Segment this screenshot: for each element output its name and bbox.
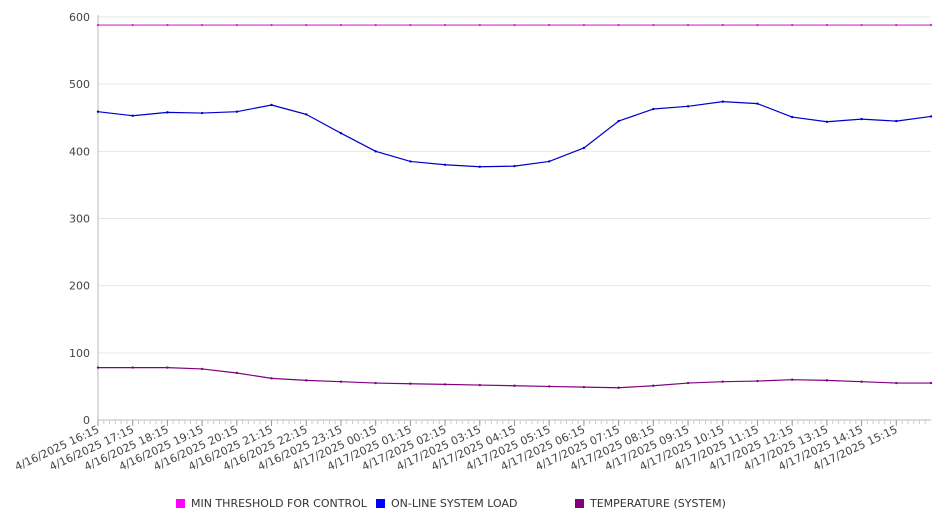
data-point bbox=[443, 163, 447, 166]
y-tick-label: 400 bbox=[69, 145, 90, 158]
data-point bbox=[96, 23, 100, 27]
x-axis-ticks: 4/16/2025 16:154/16/2025 17:154/16/2025 … bbox=[13, 420, 900, 473]
data-point bbox=[131, 23, 134, 27]
data-point bbox=[790, 378, 794, 381]
data-point bbox=[270, 377, 273, 380]
data-point bbox=[652, 23, 655, 27]
data-point bbox=[131, 366, 134, 369]
data-point bbox=[374, 150, 377, 153]
data-point bbox=[756, 102, 759, 105]
data-point bbox=[825, 120, 829, 123]
data-point bbox=[756, 23, 759, 27]
data-point bbox=[895, 119, 898, 123]
data-point bbox=[548, 385, 551, 388]
y-axis-ticks: 0 100 200 300 400 500 600 bbox=[69, 11, 90, 427]
data-point bbox=[513, 164, 516, 168]
data-point bbox=[790, 115, 794, 119]
data-point bbox=[617, 119, 620, 123]
y-tick-label: 500 bbox=[69, 78, 90, 91]
legend-swatch-system-load bbox=[376, 499, 385, 508]
data-point bbox=[339, 23, 343, 27]
data-point bbox=[166, 366, 169, 369]
data-point bbox=[582, 385, 586, 389]
data-point bbox=[443, 383, 447, 386]
legend-label-temperature: TEMPERATURE (SYSTEM) bbox=[590, 497, 726, 510]
data-point bbox=[686, 381, 690, 385]
data-point bbox=[200, 111, 204, 115]
data-point bbox=[339, 131, 343, 135]
data-point bbox=[96, 366, 100, 369]
data-point bbox=[825, 379, 829, 382]
data-point bbox=[721, 380, 724, 383]
legend-item-system-load[interactable]: ON-LINE SYSTEM LOAD bbox=[376, 497, 517, 510]
legend-swatch-temperature bbox=[575, 499, 584, 508]
data-point bbox=[200, 367, 204, 371]
data-point bbox=[895, 381, 898, 385]
data-point bbox=[721, 23, 724, 27]
legend-item-temperature[interactable]: TEMPERATURE (SYSTEM) bbox=[575, 497, 726, 510]
legend-label-min-threshold: MIN THRESHOLD FOR CONTROL bbox=[191, 497, 367, 510]
data-point bbox=[96, 110, 100, 113]
data-point bbox=[686, 105, 690, 108]
data-point bbox=[860, 23, 863, 27]
series-lines bbox=[96, 23, 933, 389]
data-point bbox=[305, 379, 308, 382]
legend: MIN THRESHOLD FOR CONTROL ON-LINE SYSTEM… bbox=[0, 497, 946, 515]
legend-item-min-threshold[interactable]: MIN THRESHOLD FOR CONTROL bbox=[176, 497, 367, 510]
data-point bbox=[131, 114, 134, 117]
data-point bbox=[374, 23, 377, 27]
data-point bbox=[582, 146, 586, 150]
data-point bbox=[513, 23, 516, 27]
data-point bbox=[860, 117, 863, 121]
data-point bbox=[929, 23, 933, 27]
data-point bbox=[235, 23, 239, 27]
data-point bbox=[617, 23, 620, 27]
grid-lines bbox=[98, 16, 931, 354]
data-point bbox=[166, 23, 169, 27]
data-point bbox=[825, 23, 829, 27]
y-tick-label: 200 bbox=[69, 280, 90, 293]
data-point bbox=[617, 386, 620, 389]
data-point bbox=[860, 380, 863, 383]
data-point bbox=[409, 160, 412, 163]
data-point bbox=[305, 113, 308, 116]
y-tick-label: 600 bbox=[69, 11, 90, 24]
data-point bbox=[478, 383, 481, 387]
data-point bbox=[166, 111, 169, 114]
data-point bbox=[443, 23, 447, 27]
data-point bbox=[582, 23, 586, 27]
data-point bbox=[686, 23, 690, 27]
data-point bbox=[305, 23, 308, 27]
y-tick-label: 100 bbox=[69, 347, 90, 360]
data-point bbox=[929, 115, 933, 118]
data-point bbox=[548, 160, 551, 163]
data-point bbox=[895, 23, 898, 27]
y-tick-label: 0 bbox=[83, 414, 90, 427]
data-point bbox=[513, 384, 516, 387]
data-point bbox=[235, 110, 239, 113]
data-point bbox=[721, 100, 724, 103]
data-point bbox=[478, 165, 481, 168]
legend-swatch-min-threshold bbox=[176, 499, 185, 508]
data-point bbox=[270, 23, 273, 27]
data-point bbox=[790, 23, 794, 27]
legend-label-system-load: ON-LINE SYSTEM LOAD bbox=[391, 497, 518, 510]
data-point bbox=[478, 23, 481, 27]
data-point bbox=[200, 23, 204, 27]
data-point bbox=[409, 382, 412, 385]
data-point bbox=[339, 380, 343, 383]
data-point bbox=[652, 107, 655, 111]
data-point bbox=[756, 379, 759, 383]
data-point bbox=[548, 23, 551, 27]
data-point bbox=[652, 384, 655, 387]
data-point bbox=[929, 381, 933, 385]
series-line-1 bbox=[97, 101, 932, 168]
axes bbox=[97, 15, 931, 424]
data-point bbox=[235, 371, 239, 375]
data-point bbox=[270, 103, 273, 107]
data-point bbox=[409, 23, 412, 27]
data-point bbox=[374, 381, 377, 385]
y-tick-label: 300 bbox=[69, 213, 90, 226]
